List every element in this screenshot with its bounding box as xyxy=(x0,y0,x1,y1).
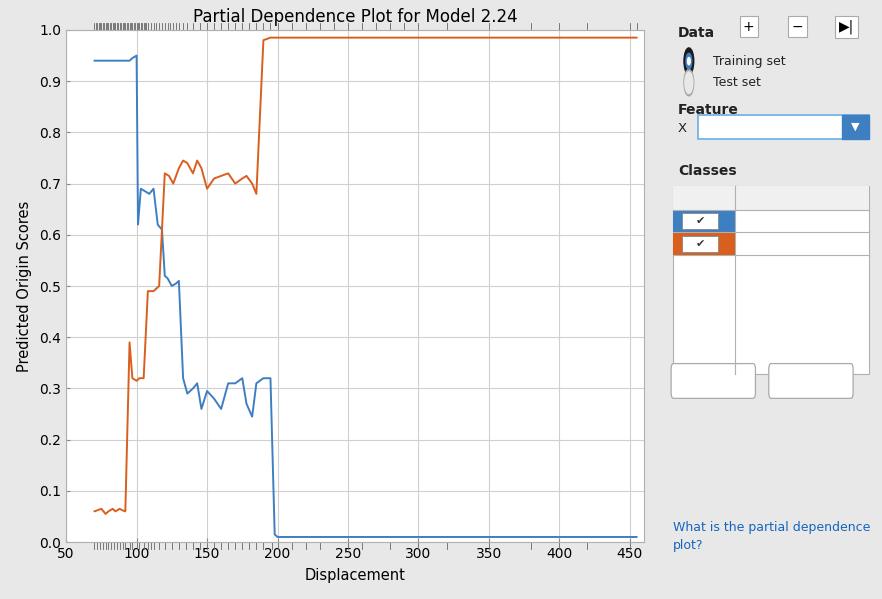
Text: Displacement: Displacement xyxy=(709,120,795,134)
Text: Class: Class xyxy=(746,191,783,204)
Title: Partial Dependence Plot for Model 2.24: Partial Dependence Plot for Model 2.24 xyxy=(192,8,518,26)
Text: Hide All: Hide All xyxy=(787,374,835,388)
Text: Classes: Classes xyxy=(677,164,736,178)
Text: Test set: Test set xyxy=(714,76,761,89)
FancyBboxPatch shape xyxy=(682,236,718,252)
Circle shape xyxy=(684,48,694,74)
Text: ▼: ▼ xyxy=(851,122,860,132)
Text: Training set: Training set xyxy=(714,55,786,68)
Y-axis label: Predicted Origin Scores: Predicted Origin Scores xyxy=(18,201,33,371)
FancyBboxPatch shape xyxy=(673,186,869,374)
FancyBboxPatch shape xyxy=(673,186,869,210)
Text: Feature: Feature xyxy=(677,103,738,117)
FancyBboxPatch shape xyxy=(682,213,718,229)
Text: ✔: ✔ xyxy=(695,239,705,249)
Circle shape xyxy=(684,69,694,96)
Text: Show: Show xyxy=(685,191,723,204)
Text: X: X xyxy=(677,122,687,135)
Text: Show All: Show All xyxy=(687,374,740,388)
Circle shape xyxy=(688,58,691,65)
FancyBboxPatch shape xyxy=(769,364,853,398)
X-axis label: Displacement: Displacement xyxy=(304,568,406,583)
Text: What is the partial dependence
plot?: What is the partial dependence plot? xyxy=(673,521,871,552)
FancyBboxPatch shape xyxy=(673,210,736,232)
Text: ▶|: ▶| xyxy=(839,20,854,34)
Text: −: − xyxy=(792,20,804,34)
FancyBboxPatch shape xyxy=(698,115,869,139)
FancyBboxPatch shape xyxy=(842,115,869,139)
Text: NotUSA: NotUSA xyxy=(746,214,795,228)
Text: Data: Data xyxy=(677,26,715,40)
Circle shape xyxy=(684,72,693,93)
FancyBboxPatch shape xyxy=(673,232,736,255)
Text: ✔: ✔ xyxy=(695,216,705,226)
FancyBboxPatch shape xyxy=(671,364,756,398)
Circle shape xyxy=(686,53,691,69)
Text: +: + xyxy=(743,20,755,34)
Text: USA: USA xyxy=(746,237,773,250)
